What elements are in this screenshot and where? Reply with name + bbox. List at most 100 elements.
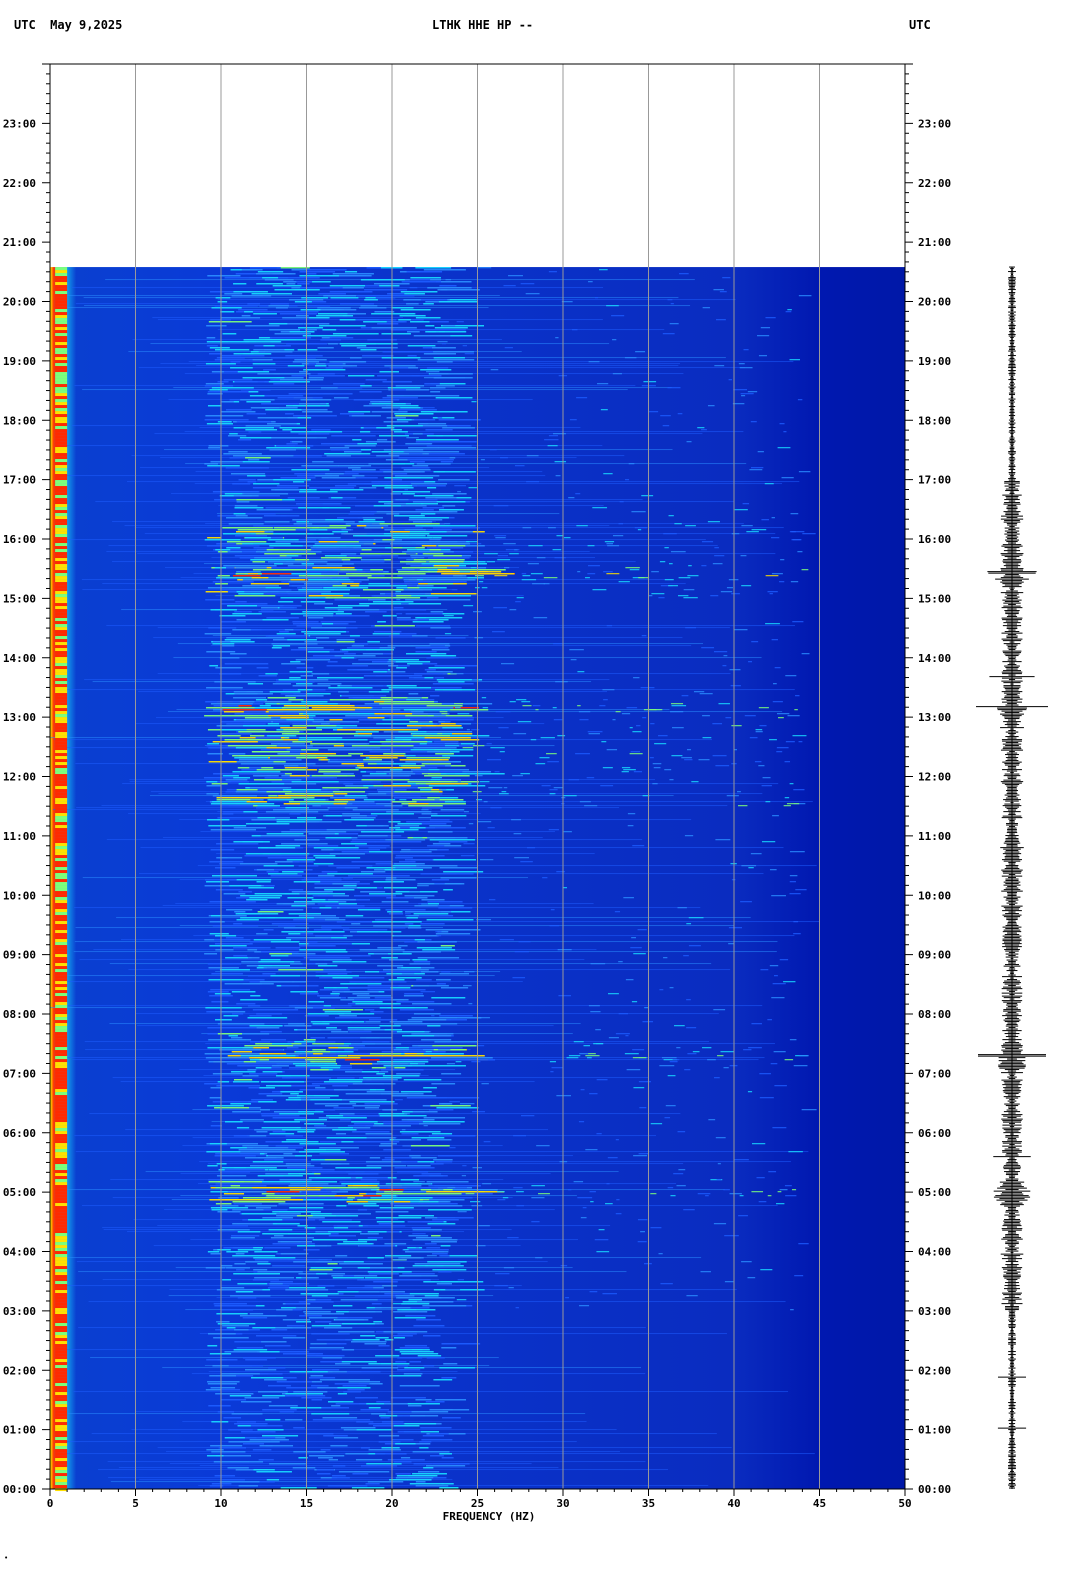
noise-band-segment <box>249 941 271 943</box>
high-freq-segment <box>600 409 608 411</box>
noise-band-segment <box>342 561 385 563</box>
microseism-band <box>55 1071 68 1075</box>
high-freq-segment <box>659 561 666 563</box>
noise-band-segment <box>350 1043 402 1045</box>
high-freq-segment <box>751 1023 762 1025</box>
noise-band-segment <box>337 1393 348 1395</box>
high-freq-segment <box>489 449 497 451</box>
high-freq-segment <box>416 1053 423 1055</box>
noise-band-segment <box>230 1295 271 1297</box>
noise-band-segment <box>424 765 446 767</box>
noise-band-segment <box>261 403 300 405</box>
microseism-band <box>55 687 68 691</box>
high-freq-segment <box>588 1053 596 1055</box>
noise-band-segment <box>317 1285 335 1287</box>
microseism-band <box>55 1104 68 1108</box>
noise-band-segment <box>437 931 449 933</box>
noise-band-segment <box>229 1395 252 1397</box>
noise-band-segment <box>235 573 248 575</box>
high-freq-segment <box>625 1035 629 1037</box>
high-freq-segment <box>618 961 623 963</box>
microseism-band <box>55 1017 68 1021</box>
noise-band-segment <box>425 599 471 601</box>
noise-band-segment <box>393 1425 420 1427</box>
noise-band-segment <box>405 761 461 763</box>
noise-band-segment <box>439 1103 453 1105</box>
noise-band-segment <box>383 533 430 535</box>
high-freq-segment <box>664 579 674 581</box>
noise-band-segment <box>360 755 407 757</box>
noise-band-segment <box>222 775 239 777</box>
noise-band-segment <box>230 1037 243 1039</box>
high-freq-segment <box>415 1247 419 1249</box>
noise-streak <box>139 1479 453 1481</box>
microseism-band <box>55 507 68 511</box>
noise-band-segment <box>269 449 296 451</box>
noise-band-segment <box>208 1039 252 1041</box>
noise-band-segment <box>373 1321 383 1323</box>
microseism-band <box>55 1128 68 1132</box>
noise-band-segment <box>348 1381 381 1383</box>
noise-band-segment <box>274 289 320 291</box>
noise-band-segment <box>352 643 369 645</box>
noise-band-segment <box>252 1161 284 1163</box>
microseism-band <box>55 489 68 493</box>
high-freq-segment <box>471 729 480 731</box>
noise-band-segment <box>391 1115 427 1117</box>
noise-band-segment <box>421 903 439 905</box>
noise-band-segment <box>265 1419 281 1421</box>
noise-band-segment <box>409 1361 422 1363</box>
noise-band-segment <box>411 1227 431 1229</box>
high-freq-segment <box>625 479 630 481</box>
microseism-band <box>55 519 68 523</box>
noise-band-segment <box>360 385 372 387</box>
noise-band-segment <box>237 1231 261 1233</box>
microseism-band <box>55 429 68 433</box>
microseism-band <box>55 978 68 982</box>
noise-streak <box>102 1227 430 1229</box>
noise-band-segment <box>220 1399 247 1401</box>
microseism-band <box>55 357 68 361</box>
noise-band-segment <box>285 1163 311 1165</box>
noise-band-segment <box>442 613 465 615</box>
noise-band-segment <box>257 1429 284 1431</box>
noise-band-segment <box>234 1263 246 1265</box>
noise-band-segment <box>280 1091 303 1093</box>
noise-band-segment <box>306 1007 335 1009</box>
noise-band-segment <box>210 1253 221 1255</box>
high-freq-segment <box>575 753 590 755</box>
noise-band-segment <box>415 617 463 619</box>
noise-band-segment <box>249 787 262 789</box>
microseism-band <box>55 990 68 994</box>
noise-band-segment <box>235 531 268 533</box>
noise-band-segment <box>288 393 302 395</box>
noise-band-segment <box>304 329 317 331</box>
microseism-band <box>55 1266 68 1270</box>
noise-band-segment <box>386 425 423 427</box>
noise-band-segment <box>244 717 274 719</box>
noise-band-segment <box>297 475 332 477</box>
noise-band-segment <box>360 1037 393 1039</box>
noise-band-segment <box>437 299 477 301</box>
high-freq-segment <box>789 893 801 895</box>
noise-band-segment <box>263 345 275 347</box>
noise-band-segment <box>392 1201 449 1203</box>
noise-band-segment <box>289 677 301 679</box>
high-freq-segment <box>692 1051 700 1053</box>
microseism-band <box>55 816 68 820</box>
microseism-band <box>55 1251 68 1255</box>
high-freq-segment <box>612 535 624 537</box>
high-freq-segment <box>648 595 653 597</box>
high-freq-segment <box>700 1271 711 1273</box>
high-freq-segment <box>678 577 691 579</box>
noise-band-segment <box>438 301 478 303</box>
noise-band-segment <box>314 1103 357 1105</box>
noise-band-segment <box>207 1105 244 1107</box>
microseism-band <box>55 597 68 601</box>
noise-band-segment <box>316 547 339 549</box>
noise-band-segment <box>206 1011 222 1013</box>
noise-band-segment <box>441 1483 454 1485</box>
noise-band-segment <box>245 429 278 431</box>
noise-band-segment <box>270 1439 288 1441</box>
noise-band-segment <box>329 719 343 721</box>
